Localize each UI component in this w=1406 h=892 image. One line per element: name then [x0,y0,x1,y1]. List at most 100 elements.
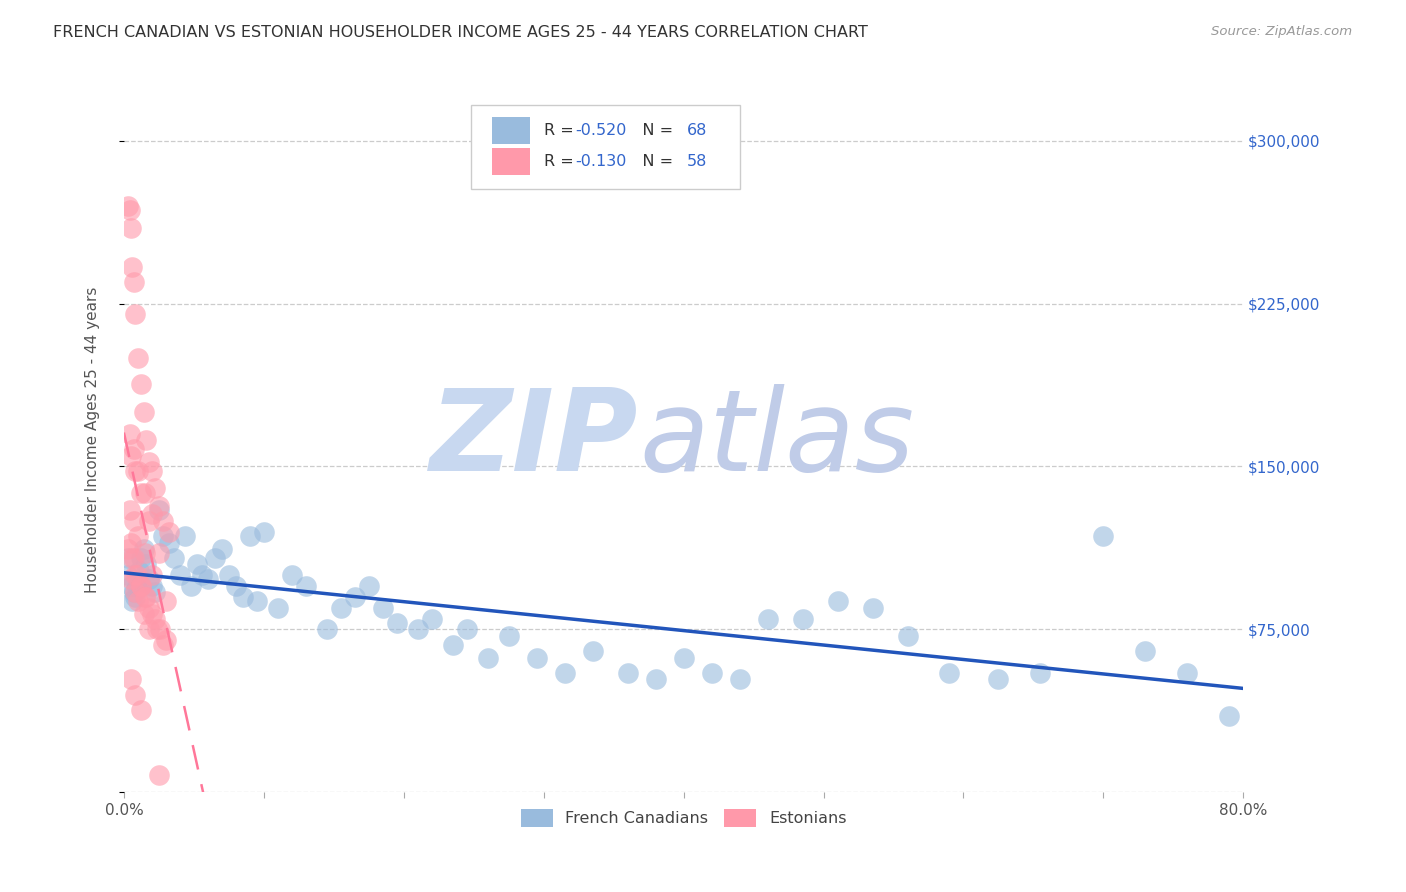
Point [155,594,177,608]
Point [225,579,247,593]
Point [132,607,155,622]
Point [456,623,478,637]
Point [526,650,548,665]
Point [141,508,163,522]
Point [180,579,202,593]
Point [186,558,208,572]
Point [138,455,160,469]
Point [118,426,141,441]
Point [987,673,1010,687]
Point [267,600,290,615]
Point [204,550,226,565]
Point [498,629,520,643]
Point [239,529,262,543]
Text: -0.130: -0.130 [575,154,627,169]
Text: 58: 58 [688,154,707,169]
Point [343,590,366,604]
Point [441,638,464,652]
Point [146,623,169,637]
Text: R =: R = [544,123,579,138]
Point [128,564,150,578]
Point [124,464,146,478]
Point [129,579,152,593]
Point [700,665,723,680]
Point [1218,709,1240,723]
Point [122,550,145,565]
Point [148,503,170,517]
Point [148,768,170,782]
Point [163,550,186,565]
Point [120,535,142,549]
Point [124,688,146,702]
Text: N =: N = [627,154,678,169]
Point [174,529,197,543]
Point [135,558,157,572]
Point [1177,665,1199,680]
FancyBboxPatch shape [492,118,530,145]
Point [117,542,139,557]
Text: -0.520: -0.520 [575,123,627,138]
Point [827,594,849,608]
Point [152,529,174,543]
Point [155,633,177,648]
Point [134,485,156,500]
Point [1092,529,1115,543]
FancyBboxPatch shape [492,148,530,176]
Point [218,568,240,582]
Point [672,650,695,665]
Point [1135,644,1157,658]
Point [121,260,143,274]
Text: ZIP: ZIP [430,384,638,495]
Point [253,524,276,539]
Point [281,568,304,582]
Point [756,611,779,625]
Point [792,611,814,625]
Point [127,573,149,587]
Point [938,665,960,680]
Point [120,673,142,687]
Point [232,590,254,604]
Point [143,481,166,495]
Point [143,585,166,599]
Point [149,623,172,637]
Point [406,623,429,637]
Point [246,594,269,608]
Point [122,275,145,289]
Point [138,573,160,587]
Point [120,579,142,593]
Point [169,568,191,582]
Point [127,464,149,478]
Point [118,503,141,517]
Point [120,220,142,235]
Point [124,585,146,599]
Legend: French Canadians, Estonians: French Canadians, Estonians [515,803,853,834]
Text: 68: 68 [688,123,707,138]
Point [141,607,163,622]
Point [157,535,180,549]
Point [197,573,219,587]
Point [644,673,666,687]
Point [191,568,214,582]
Point [124,590,146,604]
Point [477,650,499,665]
Point [371,600,394,615]
Point [135,590,157,604]
Point [124,568,146,582]
Point [120,573,142,587]
Point [141,568,163,582]
Point [117,550,139,565]
Point [132,542,155,557]
Point [148,499,170,513]
Point [134,546,156,560]
Point [554,665,576,680]
Point [138,623,160,637]
Point [129,550,152,565]
Point [134,590,156,604]
Point [862,600,884,615]
Point [122,585,145,599]
Point [141,579,163,593]
Text: Source: ZipAtlas.com: Source: ZipAtlas.com [1212,25,1353,38]
Point [148,546,170,560]
Point [135,434,157,448]
Point [616,665,638,680]
